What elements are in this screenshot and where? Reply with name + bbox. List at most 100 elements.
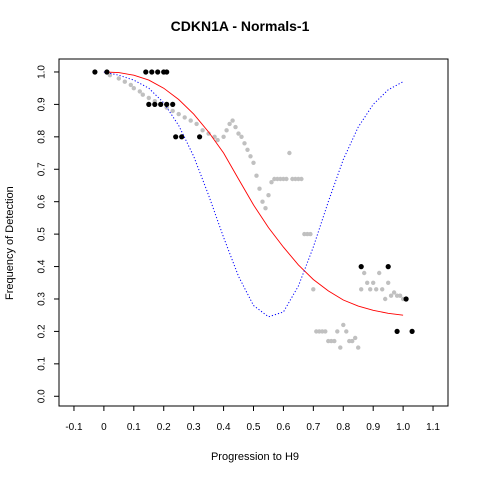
black-data-point bbox=[403, 296, 409, 302]
grey-data-point bbox=[221, 134, 226, 139]
grey-data-point bbox=[335, 329, 340, 334]
x-tick-label: -0.1 bbox=[65, 422, 83, 433]
black-data-point bbox=[197, 134, 203, 140]
grey-data-point bbox=[257, 186, 262, 191]
grey-data-point bbox=[233, 124, 238, 130]
x-tick-label: 0.2 bbox=[157, 422, 171, 433]
y-axis: 0.0 0.1 0.2 0.3 0.4 0.5 0.6 0.7 0.8 0.9 1.0 bbox=[37, 65, 59, 403]
y-tick-label: 0.7 bbox=[37, 162, 48, 176]
grey-data-point bbox=[353, 335, 358, 341]
grey-data-point bbox=[236, 131, 241, 136]
y-tick-label: 0.1 bbox=[37, 356, 48, 370]
grey-data-point bbox=[299, 176, 304, 182]
grey-data-point bbox=[323, 329, 328, 334]
grey-data-point bbox=[206, 131, 211, 136]
grey-data-point bbox=[116, 76, 122, 81]
black-data-point bbox=[143, 69, 149, 75]
x-tick-label: 1.1 bbox=[426, 422, 440, 433]
black-data-point bbox=[164, 101, 170, 107]
x-tick-label: 0.1 bbox=[127, 422, 141, 433]
grey-data-point bbox=[215, 137, 220, 143]
grey-data-point bbox=[239, 134, 244, 139]
grey-data-point bbox=[371, 280, 376, 285]
grey-data-point bbox=[230, 118, 235, 123]
x-tick-label: 0.7 bbox=[306, 422, 320, 433]
y-tick-label: 0.5 bbox=[37, 227, 48, 241]
grey-data-point bbox=[194, 121, 199, 127]
x-tick-label: 1.0 bbox=[396, 422, 410, 433]
black-data-point bbox=[358, 264, 364, 270]
y-tick-label: 0.6 bbox=[37, 194, 48, 208]
grey-data-point bbox=[338, 345, 343, 350]
grey-data-point bbox=[188, 118, 193, 123]
black-data-point bbox=[155, 69, 161, 75]
y-tick-label: 0.8 bbox=[37, 129, 48, 143]
grey-data-point bbox=[170, 108, 175, 114]
grey-data-point bbox=[200, 128, 205, 133]
grey-data-point bbox=[388, 293, 394, 298]
grey-data-point bbox=[397, 293, 403, 298]
grey-data-point bbox=[269, 180, 274, 185]
grey-data-point bbox=[377, 270, 382, 276]
black-data-point bbox=[104, 69, 110, 75]
red-fit-curve bbox=[103, 71, 404, 316]
grey-data-point bbox=[374, 287, 379, 292]
grey-data-point bbox=[284, 176, 289, 182]
y-tick-label: 0.2 bbox=[37, 324, 48, 338]
black-data-point bbox=[409, 328, 415, 334]
grey-data-point bbox=[359, 287, 364, 292]
grey-data-point bbox=[176, 111, 181, 117]
black-data-point bbox=[179, 134, 185, 140]
plot-frame bbox=[58, 58, 449, 407]
black-data-point bbox=[158, 101, 164, 107]
black-data-point bbox=[152, 101, 158, 107]
grey-data-point bbox=[248, 154, 253, 159]
x-tick-label: 0.5 bbox=[247, 422, 261, 433]
black-data-point bbox=[164, 69, 170, 75]
x-axis: -0.1 0 0.1 0.2 0.3 0.4 0.5 0.6 0.7 0.8 0.9 1.0 1.1 bbox=[65, 406, 440, 433]
y-tick-label: 0.9 bbox=[37, 97, 48, 111]
y-tick-label: 1.0 bbox=[37, 65, 48, 79]
black-data-point bbox=[170, 101, 176, 107]
black-data-point bbox=[92, 69, 98, 75]
grey-data-point bbox=[391, 290, 397, 295]
grey-data-point bbox=[137, 89, 142, 94]
grey-data-point bbox=[212, 134, 217, 139]
grey-data-point bbox=[263, 206, 268, 211]
grey-data-point bbox=[386, 280, 391, 285]
grey-data-point bbox=[122, 79, 128, 84]
x-tick-label: 0.8 bbox=[336, 422, 350, 433]
grey-data-point bbox=[182, 115, 187, 120]
grey-data-point bbox=[242, 141, 247, 146]
grey-data-point bbox=[362, 270, 367, 276]
x-tick-label: 0 bbox=[101, 422, 107, 433]
x-axis-label: Progression to H9 bbox=[210, 451, 300, 463]
grey-data-point bbox=[128, 82, 133, 88]
grey-data-point bbox=[356, 345, 361, 350]
black-data-point bbox=[394, 328, 400, 334]
y-tick-label: 0.3 bbox=[37, 292, 48, 306]
grey-data-point bbox=[224, 128, 229, 133]
grey-data-point bbox=[332, 338, 337, 344]
grey-data-point bbox=[365, 280, 370, 285]
grey-data-point bbox=[341, 322, 346, 328]
grey-data-point bbox=[383, 296, 388, 302]
grey-data-point bbox=[227, 121, 232, 127]
x-tick-label: 0.9 bbox=[366, 422, 380, 433]
y-tick-label: 0.4 bbox=[37, 259, 48, 273]
black-data-point bbox=[173, 134, 179, 140]
x-tick-label: 0.4 bbox=[217, 422, 231, 433]
blue-dotted-curve bbox=[103, 71, 404, 318]
grey-data-point bbox=[350, 338, 355, 344]
grey-data-point bbox=[140, 92, 145, 97]
grey-data-point bbox=[308, 231, 313, 237]
grey-data-point bbox=[131, 86, 136, 91]
black-data-point bbox=[149, 69, 155, 75]
grey-data-point bbox=[344, 329, 349, 334]
grey-data-point bbox=[368, 287, 373, 292]
y-tick-label: 0.0 bbox=[37, 389, 48, 403]
grey-data-point bbox=[380, 287, 385, 292]
grey-data-point bbox=[251, 160, 256, 165]
grey-data-point bbox=[287, 150, 292, 156]
